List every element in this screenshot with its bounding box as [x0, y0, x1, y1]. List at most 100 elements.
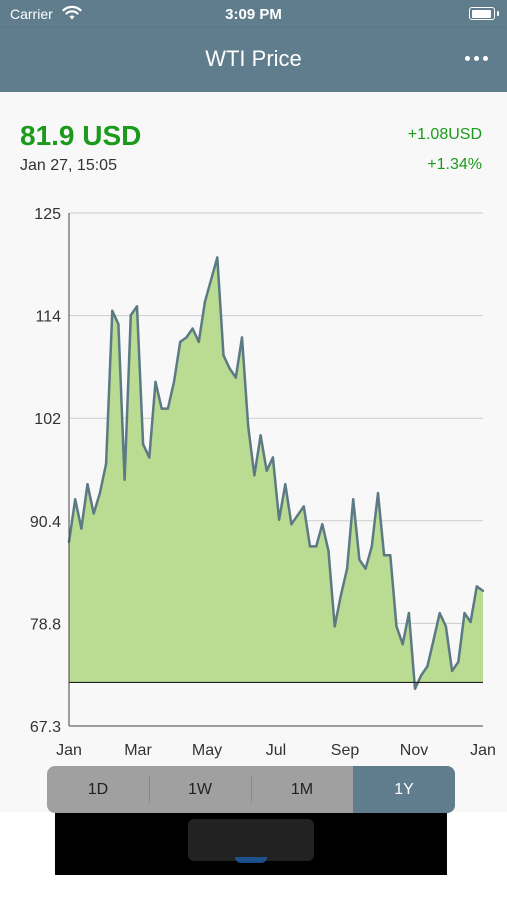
range-1y-button[interactable]: 1Y	[353, 766, 455, 813]
data-point	[185, 336, 188, 339]
data-point	[308, 545, 312, 548]
data-point	[450, 669, 454, 673]
range-divider	[149, 776, 150, 803]
data-point	[98, 491, 102, 495]
data-point	[86, 483, 89, 486]
data-point	[247, 425, 250, 428]
x-tick-label: May	[192, 742, 222, 759]
status-bar: Carrier 3:09 PM	[0, 0, 507, 28]
data-point	[469, 620, 472, 624]
data-point	[413, 687, 417, 690]
data-point	[333, 625, 336, 628]
data-point	[123, 478, 126, 481]
data-point	[222, 354, 225, 357]
data-point	[203, 300, 207, 304]
data-point	[277, 518, 281, 521]
data-point	[475, 585, 478, 588]
content-area	[0, 92, 507, 812]
data-point	[401, 643, 404, 646]
data-point	[240, 336, 244, 339]
data-point	[376, 491, 380, 495]
current-price: 81.9 USD	[20, 120, 142, 151]
x-tick-label: Jul	[266, 742, 286, 759]
data-point	[382, 554, 386, 557]
data-point	[432, 638, 435, 641]
range-selector: 1D 1W 1M 1Y	[47, 766, 455, 813]
data-point	[420, 674, 423, 677]
data-point	[117, 322, 120, 326]
x-tick-label: Mar	[124, 742, 152, 759]
data-point	[352, 498, 355, 501]
data-point	[438, 611, 441, 615]
data-point	[358, 558, 361, 561]
price-timestamp: Jan 27, 15:05	[20, 157, 117, 174]
more-options-icon[interactable]	[465, 48, 491, 68]
data-point	[141, 443, 145, 446]
data-point	[444, 625, 448, 628]
data-point	[370, 545, 373, 548]
data-point	[209, 278, 213, 281]
data-point	[265, 469, 268, 472]
data-point	[172, 380, 176, 384]
page-title: WTI Price	[205, 46, 302, 71]
data-point	[457, 660, 460, 664]
price-change-percent: +1.34%	[427, 156, 482, 173]
data-point	[481, 589, 485, 593]
carrier-label: Carrier	[10, 6, 53, 22]
data-point	[364, 567, 367, 570]
battery-icon	[469, 7, 499, 20]
data-point	[234, 376, 237, 379]
data-point	[129, 314, 132, 317]
y-tick-label: 125	[34, 206, 61, 223]
range-1m-button[interactable]: 1M	[290, 781, 314, 798]
data-point	[216, 256, 219, 259]
clock: 3:09 PM	[225, 6, 282, 23]
data-point	[197, 340, 200, 344]
x-tick-label: Nov	[400, 742, 428, 759]
wifi-icon	[62, 5, 82, 20]
area-fill	[69, 257, 483, 689]
ad-indicator	[235, 857, 267, 863]
data-point	[395, 625, 398, 628]
y-tick-label: 90.4	[30, 514, 61, 531]
range-1w-button[interactable]: 1W	[188, 781, 212, 798]
data-point	[92, 512, 95, 515]
data-point	[80, 527, 83, 530]
range-1d-button[interactable]: 1D	[87, 781, 109, 798]
data-point	[327, 549, 330, 553]
data-point	[148, 456, 151, 459]
data-point	[154, 380, 157, 384]
data-point	[345, 567, 349, 570]
data-point	[302, 505, 305, 508]
data-point	[104, 462, 108, 465]
price-chart: 125 114 102 90.4 78.8 67.3 Jan Mar May Jul Sep Nov J…	[30, 206, 496, 759]
y-tick-label: 114	[35, 309, 61, 326]
data-point	[111, 309, 114, 312]
y-tick-label: 78.8	[30, 616, 61, 633]
navigation-bar: WTI Price	[0, 28, 507, 92]
data-point	[407, 611, 411, 615]
y-tick-label: 102	[34, 411, 61, 428]
data-point	[290, 523, 293, 526]
data-point	[463, 611, 466, 615]
data-point	[259, 434, 262, 437]
ad-banner[interactable]	[55, 813, 447, 875]
data-point	[284, 483, 287, 486]
data-point	[74, 498, 77, 501]
x-tick-label: Sep	[331, 742, 360, 759]
ad-content	[188, 819, 314, 861]
data-point	[426, 665, 429, 668]
data-point	[228, 367, 231, 370]
data-point	[160, 407, 163, 410]
price-line	[67, 256, 484, 690]
data-point	[179, 340, 182, 344]
data-point	[389, 554, 392, 557]
x-tick-label: Jan	[56, 742, 82, 759]
price-change-absolute: +1.08USD	[407, 126, 482, 143]
data-point	[253, 474, 256, 477]
data-point	[339, 594, 343, 597]
y-tick-label: 67.3	[30, 719, 61, 736]
x-tick-label: Jan	[470, 742, 496, 759]
data-point	[166, 407, 170, 410]
data-point	[271, 456, 275, 459]
